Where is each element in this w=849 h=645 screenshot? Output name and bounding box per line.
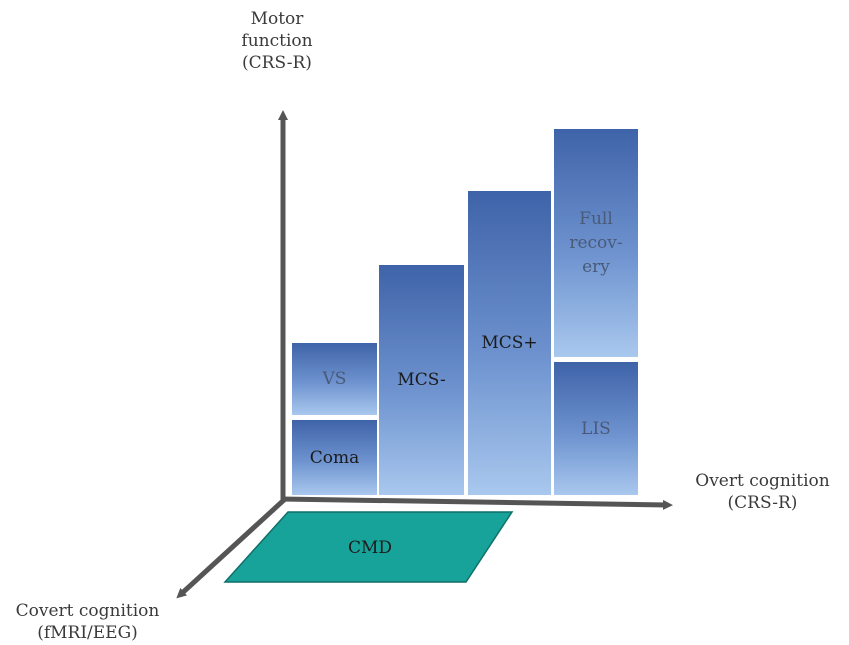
overt-axis-label: Overt cognition (CRS-R) bbox=[695, 471, 830, 513]
mcs-plus-block: MCS+ bbox=[468, 191, 551, 495]
covert-axis bbox=[176, 497, 287, 599]
vs-block: VS bbox=[292, 343, 377, 415]
overt-axis bbox=[280, 496, 673, 510]
mcs-minus-block: MCS- bbox=[379, 265, 464, 495]
full-recovery-block: Full recov- ery bbox=[554, 129, 638, 357]
cmd-plane bbox=[223, 511, 514, 583]
lis-block: LIS bbox=[554, 362, 638, 495]
coma-block: Coma bbox=[292, 420, 377, 495]
motor-axis-label: Motor function (CRS-R) bbox=[241, 9, 313, 73]
covert-axis-label: Covert cognition (fMRI/EEG) bbox=[15, 601, 160, 643]
cmd-label: CMD bbox=[347, 538, 393, 558]
